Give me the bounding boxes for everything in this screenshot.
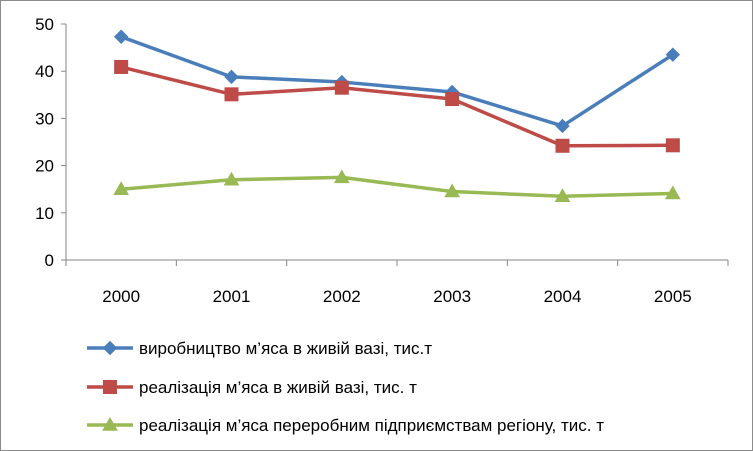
legend-marker [102,416,118,431]
series-layer [113,29,681,203]
legend-label: виробництво м’яса в живій вазі, тис.т [139,339,432,358]
x-tick-label: 2002 [323,287,361,306]
series-3 [113,169,681,203]
series-2 [114,59,680,153]
data-point [554,188,571,203]
legend-marker [103,380,117,394]
legend-entry-1: виробництво м’яса в живій вазі, тис.т [87,339,432,358]
legend-entry-2: реалізація м’яса в живій вазі, тис. т [87,378,417,397]
data-point [114,59,129,74]
data-point [664,185,681,200]
data-point [223,171,240,186]
series-1 [113,29,681,134]
x-tick-label: 2000 [102,287,140,306]
x-tick-label: 2003 [433,287,471,306]
data-point [224,69,239,85]
data-point [665,47,681,62]
legend-label: реалізація м’яса переробним підприємства… [139,416,604,435]
y-tick-label: 50 [35,15,54,34]
series-line [120,65,673,148]
legend-marker [102,340,118,356]
data-point [113,29,129,44]
y-tick-label: 0 [45,251,54,270]
data-point [224,87,239,102]
legend-entry-3: реалізація м’яса переробним підприємства… [87,416,604,435]
x-tick-label: 2004 [544,287,582,306]
y-tick-label: 40 [35,62,54,81]
y-tick-label: 30 [35,109,54,128]
data-point [334,80,349,95]
series-line [120,35,674,128]
legend: виробництво м’яса в живій вазі, тис.т реа… [87,339,604,435]
data-point [665,138,680,153]
axes: 0 10 20 30 40 50 2000 2001 2002 2003 2004 2005 [35,15,729,306]
data-point [555,138,570,153]
legend-label: реалізація м’яса в живій вазі, тис. т [139,378,417,397]
data-point [445,92,460,107]
data-point [444,183,461,198]
data-point [555,118,570,134]
y-tick-label: 10 [35,204,54,223]
x-tick-label: 2001 [213,287,251,306]
x-tick-label: 2005 [654,287,692,306]
y-tick-label: 20 [35,157,54,176]
series-line [121,175,673,199]
data-point [333,169,350,184]
data-point [113,181,130,195]
